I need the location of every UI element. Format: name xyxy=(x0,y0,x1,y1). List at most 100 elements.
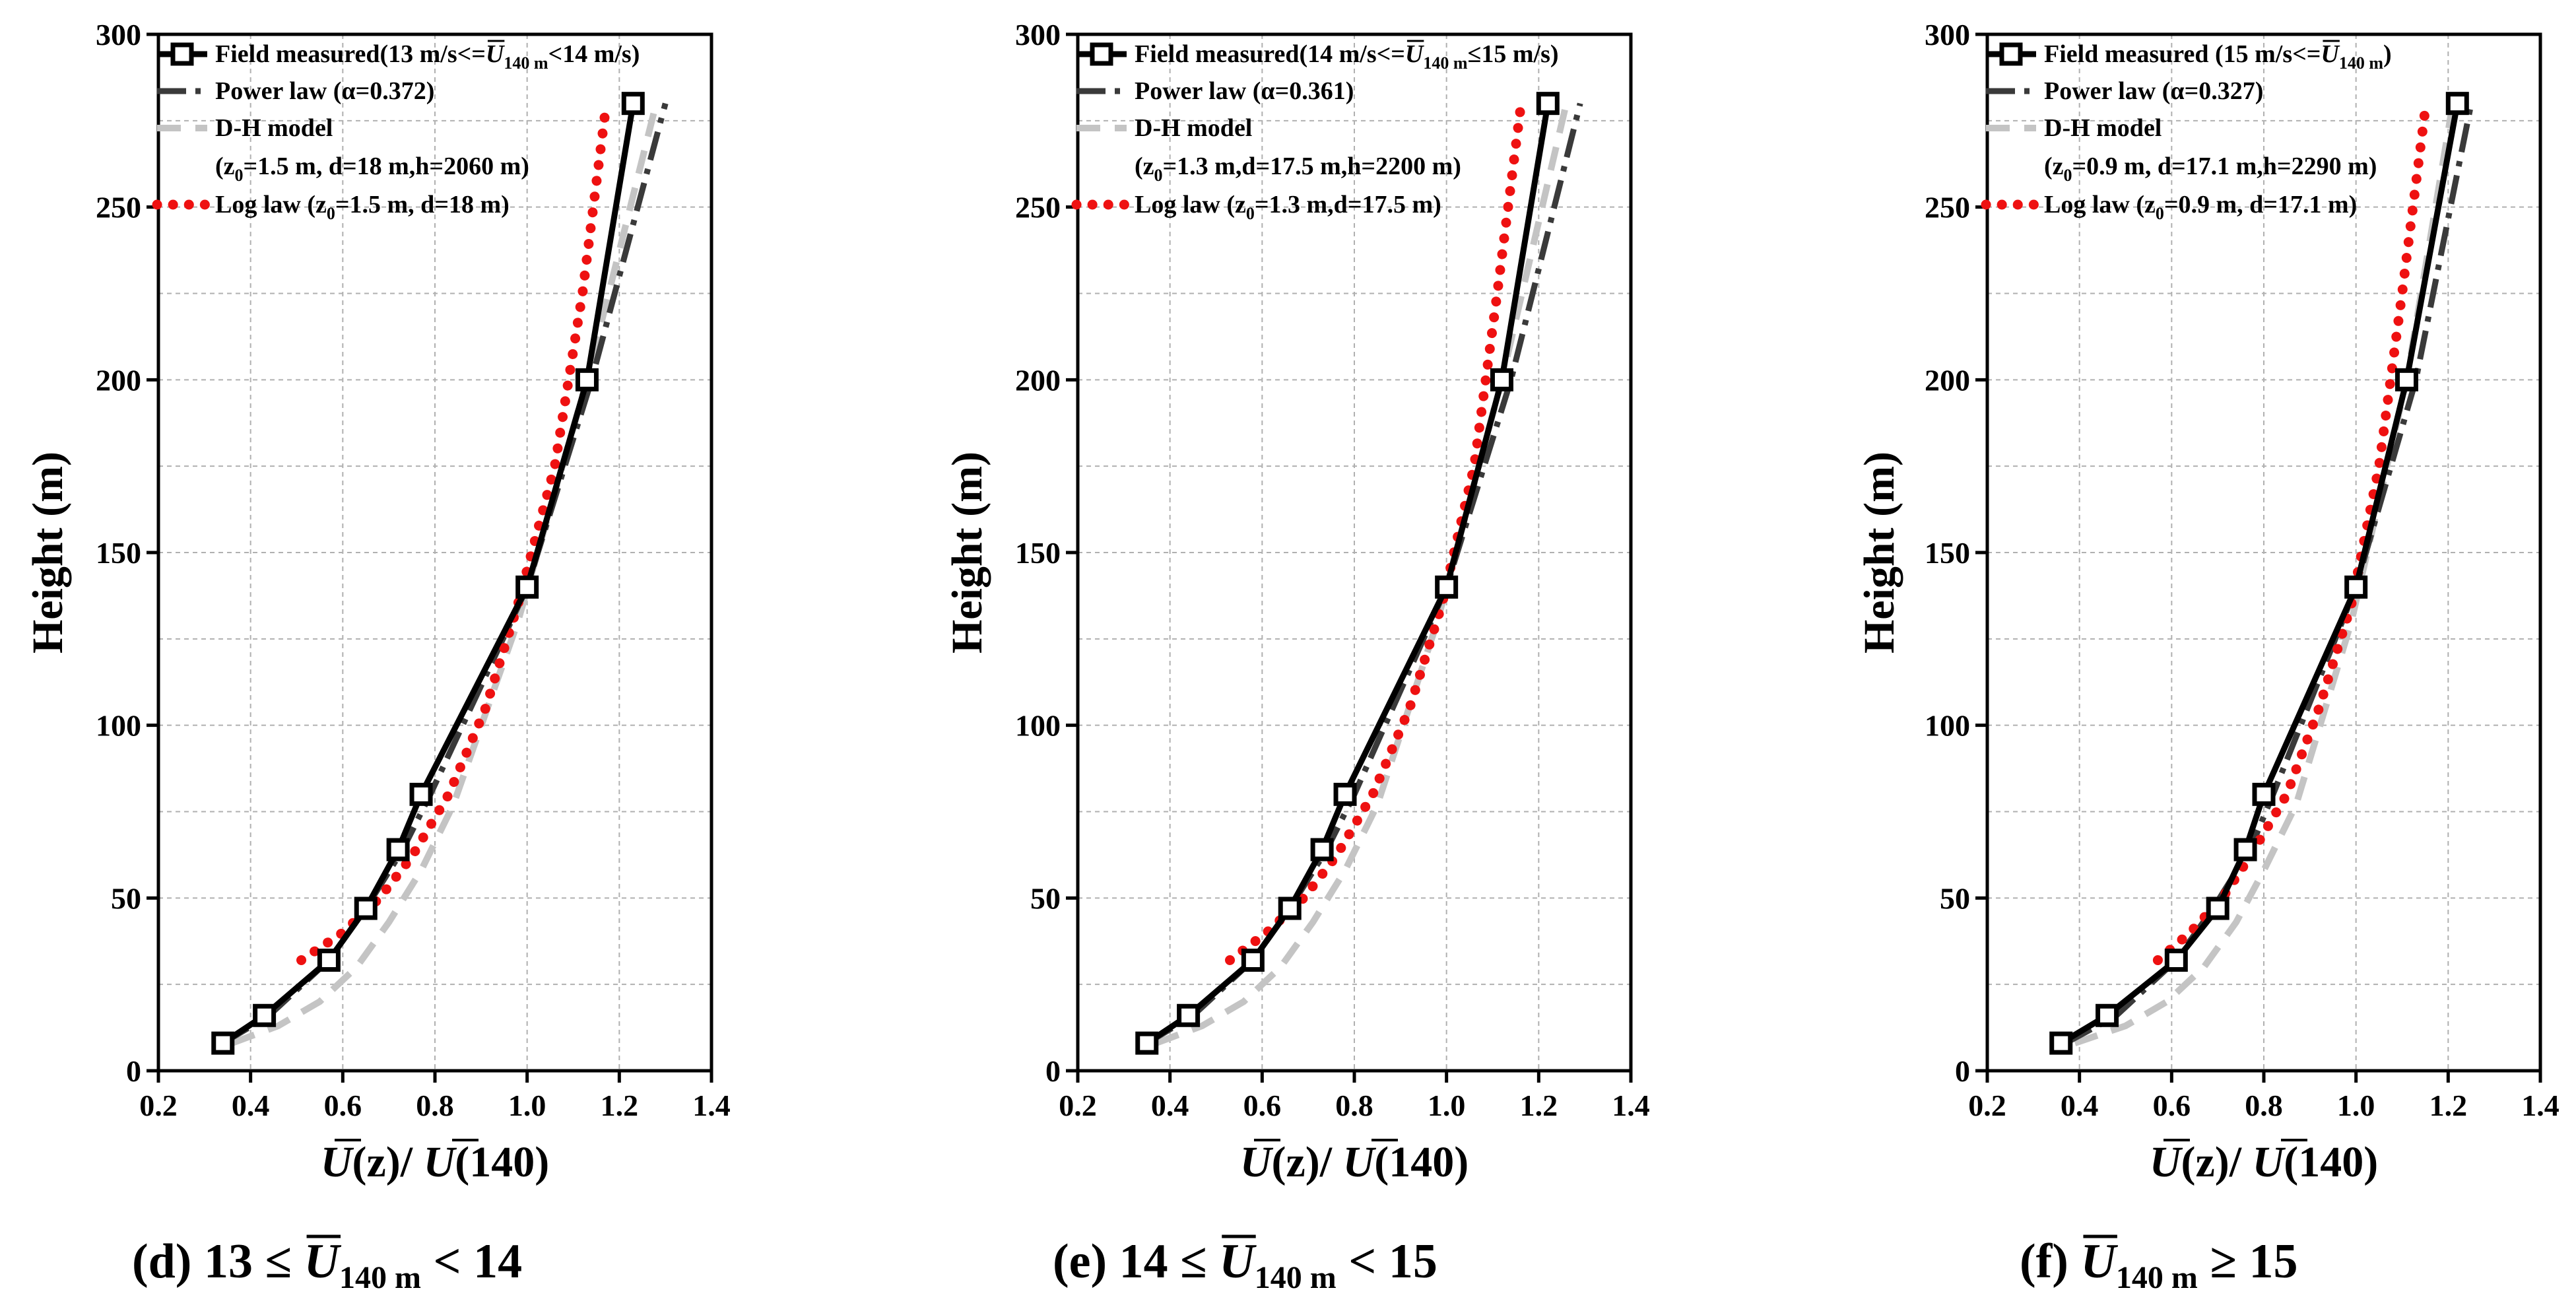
legend-label-log: Log law (z0=0.9 m, d=17.1 m) xyxy=(2044,191,2357,223)
data-point-field xyxy=(2252,782,2276,806)
data-point-field xyxy=(1177,1003,1201,1027)
x-tick-label: 0.4 xyxy=(2061,1089,2099,1122)
caption-suffix: < 14 xyxy=(421,1234,522,1289)
x-tick-label: 0.2 xyxy=(139,1089,178,1122)
grid xyxy=(1987,34,2540,1071)
legend-text: Power law (α=0.361) xyxy=(1135,77,1354,105)
data-point-field xyxy=(621,92,645,116)
caption-u-symbol: U xyxy=(1219,1234,1257,1289)
data-point-field xyxy=(2049,1031,2073,1055)
x-label-z: (z)/ xyxy=(352,1138,423,1186)
legend-text: =1.3 m,d=17.5 m) xyxy=(1255,191,1441,219)
y-tick-label: 150 xyxy=(1015,536,1061,570)
y-tick-label: 50 xyxy=(1940,881,1970,915)
legend-text: Power law (α=0.372) xyxy=(215,77,434,105)
legend: Field measured(14 m/s<=U140 m≤15 m/s) Pow… xyxy=(1071,40,1559,223)
data-point-field xyxy=(253,1003,277,1027)
data-point-field xyxy=(1536,92,1560,116)
x-label-140: (140) xyxy=(2284,1138,2378,1186)
legend-text: Field measured(13 m/s<= xyxy=(215,40,486,68)
caption-subscript: 140 m xyxy=(2116,1260,2198,1295)
data-point-field xyxy=(317,949,341,972)
legend-label-power: Power law (α=0.361) xyxy=(1135,77,1354,105)
caption-text: (f) U140 m ≥ 15 xyxy=(2020,1234,2298,1295)
legend-text: =0.9 m, d=17.1 m,h=2290 m) xyxy=(2072,152,2377,180)
y-tick-label: 50 xyxy=(111,881,141,915)
x-axis-label: U(z)/ U(140) xyxy=(321,1138,549,1186)
x-tick-label: 0.8 xyxy=(416,1089,454,1122)
legend-subscript: 0 xyxy=(1154,166,1163,185)
x-label-u1: U xyxy=(1240,1138,1274,1186)
legend-marker-field xyxy=(170,42,194,66)
y-tick-label: 100 xyxy=(1925,709,1970,743)
y-axis-label: Height (m) xyxy=(1855,452,1903,654)
legend-label-field: Field measured(13 m/s<=U140 m<14 m/s) xyxy=(215,40,640,73)
y-tick-label: 50 xyxy=(1030,881,1061,915)
x-axis-label: U(z)/ U(140) xyxy=(1240,1138,1469,1186)
x-label-u2: U xyxy=(424,1138,457,1186)
data-point-field xyxy=(1435,575,1459,599)
legend-text: D-H model xyxy=(1135,114,1252,142)
legend-marker-field xyxy=(1999,42,2023,66)
data-point-field xyxy=(2096,1003,2119,1027)
legend-text: Log law (z xyxy=(215,191,327,219)
x-axis-label-text: U(z)/ U(140) xyxy=(1240,1138,1469,1186)
x-tick-label: 1.2 xyxy=(1520,1089,1558,1122)
legend-label-dh-params: (z0=0.9 m, d=17.1 m,h=2290 m) xyxy=(2044,152,2377,185)
x-tick-label: 0.6 xyxy=(2153,1089,2191,1122)
y-tick-label: 0 xyxy=(126,1054,141,1088)
data-point-field xyxy=(2164,949,2188,972)
y-axis-label: Height (m) xyxy=(943,452,991,654)
data-point-field xyxy=(1278,896,1302,920)
y-tick-label: 150 xyxy=(96,536,141,570)
legend-subscript: 0 xyxy=(235,166,244,185)
panel-caption: (e) 14 ≤ U140 m < 15 xyxy=(1053,1234,1437,1295)
grid xyxy=(1078,34,1631,1071)
legend-label-dh: D-H model xyxy=(215,114,333,142)
caption-suffix: < 15 xyxy=(1337,1234,1437,1289)
x-label-z: (z)/ xyxy=(2181,1138,2252,1186)
x-axis-label-text: U(z)/ U(140) xyxy=(2150,1138,2378,1186)
data-point-field xyxy=(515,575,539,599)
legend-u-symbol: U xyxy=(486,40,506,68)
x-axis-label: U(z)/ U(140) xyxy=(2150,1138,2378,1186)
legend-text: Power law (α=0.327) xyxy=(2044,77,2263,105)
legend-text: Log law (z xyxy=(1135,191,1246,219)
caption-suffix: ≥ 15 xyxy=(2198,1234,2298,1289)
data-point-field xyxy=(1135,1031,1159,1055)
panel-caption: (d) 13 ≤ U140 m < 14 xyxy=(132,1234,522,1295)
x-tick-label: 0.8 xyxy=(1335,1089,1373,1122)
data-point-field xyxy=(2206,896,2229,920)
legend-marker-field xyxy=(1090,42,1113,66)
data-point-field xyxy=(2394,368,2418,391)
y-tick-label: 200 xyxy=(1015,363,1061,397)
legend-text: ) xyxy=(2383,40,2392,68)
series-line-log xyxy=(2152,105,2430,965)
series-line-power xyxy=(1145,102,1583,1046)
x-label-u2: U xyxy=(2253,1138,2286,1186)
x-label-z: (z)/ xyxy=(1271,1138,1342,1186)
y-tick-label: 0 xyxy=(1955,1054,1970,1088)
legend-u-symbol: U xyxy=(1405,40,1425,68)
x-tick-label: 0.6 xyxy=(1243,1089,1282,1122)
x-label-u2: U xyxy=(1343,1138,1377,1186)
y-tick-label: 200 xyxy=(1925,363,1970,397)
legend-u-symbol: U xyxy=(2321,40,2340,68)
data-point-field xyxy=(1241,949,1265,972)
legend-subscript: 140 m xyxy=(2339,53,2384,73)
legend-text: (z xyxy=(1135,152,1154,180)
x-label-u1: U xyxy=(2150,1138,2183,1186)
legend-label-dh-params: (z0=1.5 m, d=18 m,h=2060 m) xyxy=(215,152,529,185)
y-tick-label: 300 xyxy=(96,18,141,51)
legend-label-log: Log law (z0=1.3 m,d=17.5 m) xyxy=(1135,191,1441,223)
x-tick-label: 0.6 xyxy=(324,1089,362,1122)
caption-prefix: (e) 14 ≤ xyxy=(1053,1234,1219,1289)
data-point-field xyxy=(575,368,599,391)
x-tick-label: 0.2 xyxy=(1968,1089,2006,1122)
data-point-field xyxy=(354,896,378,920)
caption-text: (e) 14 ≤ U140 m < 15 xyxy=(1053,1234,1437,1295)
legend-subscript: 140 m xyxy=(1423,53,1468,73)
y-tick-label: 300 xyxy=(1015,18,1061,51)
x-label-140: (140) xyxy=(1374,1138,1469,1186)
chart-panel-d: 0 50 100 150 200 250 300 0.2 0.4 0.6 0.8 1.0 1.2 1.4 H… xyxy=(24,18,731,1295)
